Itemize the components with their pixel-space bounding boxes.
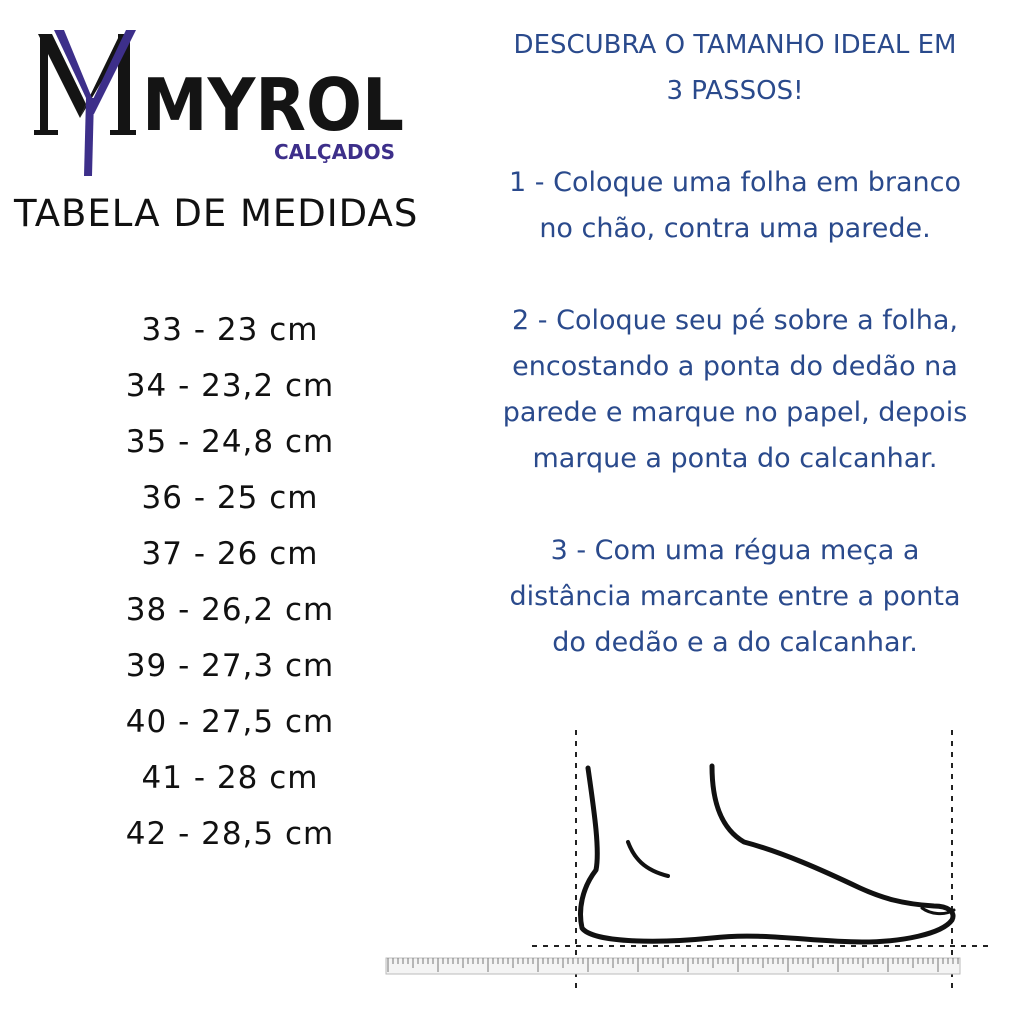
step-2-line-2: encostando a ponta do dedão na — [512, 351, 958, 382]
step-2-line-3: parede e marque no papel, depois — [502, 397, 968, 428]
brand-logo: MYROL CALÇADOS — [34, 26, 424, 176]
step-1-line-2: no chão, contra uma parede. — [539, 213, 931, 244]
headline-line-2: 3 PASSOS! — [666, 76, 804, 106]
step-2-line-1: 2 - Coloque seu pé sobre a folha, — [512, 305, 958, 336]
ruler-ticks — [387, 958, 959, 972]
size-row-35: 35 - 24,8 cm — [125, 424, 335, 460]
size-list: 33 - 23 cm 34 - 23,2 cm 35 - 24,8 cm 36 … — [70, 306, 390, 866]
size-row-34: 34 - 23,2 cm — [125, 368, 335, 404]
foot-icon — [385, 730, 992, 990]
step-2: 2 - Coloque seu pé sobre a folha, encost… — [460, 298, 1010, 482]
size-row-38: 38 - 26,2 cm — [125, 592, 335, 628]
brand-tagline: CALÇADOS — [274, 140, 395, 164]
size-row-39: 39 - 27,3 cm — [125, 648, 335, 684]
myrol-logo-mark: MYROL CALÇADOS — [34, 30, 404, 176]
size-row-42: 42 - 28,5 cm — [125, 816, 335, 852]
brand-name: MYROL — [142, 63, 404, 147]
instructions: DESCUBRA O TAMANHO IDEAL EM 3 PASSOS! 1 … — [460, 22, 1010, 666]
size-row-36: 36 - 25 cm — [141, 480, 319, 516]
foot-measurement-illustration — [382, 720, 1002, 1020]
step-3-line-3: do dedão e a do calcanhar. — [552, 627, 918, 658]
size-row-37: 37 - 26 cm — [141, 536, 319, 572]
step-2-line-4: marque a ponta do calcanhar. — [532, 443, 938, 474]
size-row-33: 33 - 23 cm — [141, 312, 319, 348]
instructions-headline: DESCUBRA O TAMANHO IDEAL EM 3 PASSOS! — [460, 22, 1010, 114]
step-1-line-1: 1 - Coloque uma folha em branco — [509, 167, 961, 198]
step-1: 1 - Coloque uma folha em branco no chão,… — [460, 160, 1010, 252]
step-3-line-1: 3 - Com uma régua meça a — [550, 535, 920, 566]
step-3-line-2: distância marcante entre a ponta — [509, 581, 961, 612]
size-row-40: 40 - 27,5 cm — [125, 704, 335, 740]
size-table-title: TABELA DE MEDIDAS — [14, 192, 419, 235]
step-3: 3 - Com uma régua meça a distância marca… — [460, 528, 1010, 666]
headline-line-1: DESCUBRA O TAMANHO IDEAL EM — [513, 30, 957, 60]
size-row-41: 41 - 28 cm — [141, 760, 319, 796]
